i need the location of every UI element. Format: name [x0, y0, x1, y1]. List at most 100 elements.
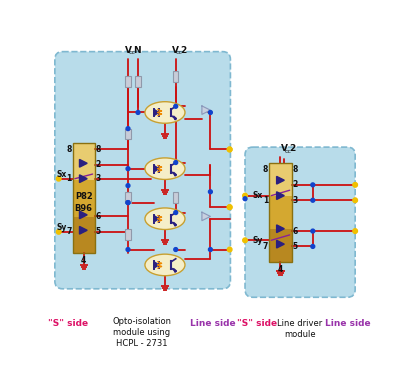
Text: 8: 8	[96, 145, 101, 154]
Bar	[173, 192, 178, 202]
Text: 8: 8	[66, 145, 72, 154]
Circle shape	[311, 183, 315, 187]
Text: 3: 3	[96, 174, 101, 183]
Polygon shape	[154, 262, 159, 268]
Circle shape	[126, 184, 130, 188]
Polygon shape	[80, 211, 87, 219]
Polygon shape	[80, 175, 87, 183]
Text: 7: 7	[66, 227, 72, 236]
Text: 2: 2	[96, 160, 101, 169]
Text: 6: 6	[96, 212, 101, 221]
Polygon shape	[154, 216, 159, 222]
Text: 3: 3	[293, 196, 298, 205]
Circle shape	[311, 198, 315, 202]
Ellipse shape	[145, 254, 185, 276]
Text: Sy: Sy	[252, 236, 263, 245]
Circle shape	[56, 230, 61, 234]
Text: cc: cc	[176, 50, 183, 55]
Text: P82
B96: P82 B96	[75, 192, 93, 213]
Bar	[72, 180, 95, 217]
Polygon shape	[202, 212, 210, 221]
Circle shape	[126, 127, 130, 130]
Text: Opto-isolation
module using
HCPL - 2731: Opto-isolation module using HCPL - 2731	[112, 316, 171, 348]
Polygon shape	[202, 106, 210, 114]
Circle shape	[174, 211, 178, 215]
Circle shape	[311, 244, 315, 248]
Polygon shape	[154, 110, 159, 116]
Circle shape	[126, 200, 130, 205]
Bar	[72, 143, 95, 180]
Bar	[125, 192, 131, 202]
Circle shape	[126, 200, 130, 205]
Bar	[269, 229, 292, 262]
Text: Line driver
module: Line driver module	[277, 319, 322, 339]
Text: 8: 8	[263, 165, 268, 174]
Bar	[72, 217, 95, 254]
Text: cc: cc	[284, 149, 291, 154]
Text: V: V	[125, 46, 132, 55]
Text: N: N	[133, 46, 141, 55]
Circle shape	[126, 247, 130, 251]
Text: cc: cc	[129, 50, 136, 55]
Text: Line side: Line side	[190, 319, 236, 328]
Circle shape	[353, 183, 358, 187]
Text: Sx: Sx	[252, 191, 263, 200]
Polygon shape	[174, 116, 176, 120]
Text: 2: 2	[180, 46, 187, 55]
Circle shape	[174, 104, 178, 108]
Bar	[125, 76, 131, 87]
Circle shape	[136, 111, 140, 114]
Polygon shape	[80, 226, 87, 234]
FancyBboxPatch shape	[55, 52, 230, 289]
Text: V: V	[172, 46, 179, 55]
Ellipse shape	[145, 158, 185, 180]
Polygon shape	[80, 160, 87, 167]
Circle shape	[243, 193, 247, 198]
Circle shape	[227, 205, 232, 210]
Circle shape	[56, 176, 61, 181]
Circle shape	[243, 197, 247, 200]
Circle shape	[208, 111, 212, 114]
Circle shape	[243, 238, 247, 243]
Bar	[135, 76, 141, 87]
Text: V: V	[280, 144, 288, 153]
Text: 8: 8	[293, 165, 298, 174]
Text: 5: 5	[293, 242, 298, 251]
Polygon shape	[277, 176, 284, 184]
Polygon shape	[277, 225, 284, 233]
Circle shape	[227, 247, 232, 252]
Circle shape	[227, 147, 232, 152]
FancyBboxPatch shape	[245, 147, 355, 297]
Text: Line side: Line side	[325, 319, 370, 328]
Bar	[125, 229, 131, 240]
Circle shape	[174, 161, 178, 164]
Circle shape	[208, 247, 212, 251]
Bar	[125, 128, 131, 139]
Polygon shape	[174, 222, 176, 226]
Text: 4: 4	[278, 265, 283, 274]
Ellipse shape	[145, 208, 185, 230]
Bar	[72, 143, 95, 254]
Text: 5: 5	[96, 227, 101, 236]
Text: 1: 1	[66, 174, 72, 183]
Polygon shape	[277, 240, 284, 248]
Circle shape	[227, 147, 232, 152]
Circle shape	[311, 229, 315, 233]
Text: Sy: Sy	[56, 223, 66, 232]
Polygon shape	[174, 172, 176, 176]
Text: 2: 2	[293, 180, 298, 190]
Text: 7: 7	[263, 242, 268, 251]
Bar	[269, 163, 292, 262]
Circle shape	[208, 190, 212, 194]
Text: 2: 2	[289, 144, 295, 153]
Circle shape	[126, 167, 130, 171]
Text: 6: 6	[293, 227, 298, 236]
Bar	[269, 163, 292, 196]
Polygon shape	[174, 268, 176, 272]
Bar	[173, 71, 178, 81]
Circle shape	[227, 205, 232, 210]
Polygon shape	[277, 192, 284, 199]
Text: Sx: Sx	[56, 169, 66, 179]
Ellipse shape	[145, 102, 185, 123]
Text: "S" side: "S" side	[237, 319, 278, 328]
